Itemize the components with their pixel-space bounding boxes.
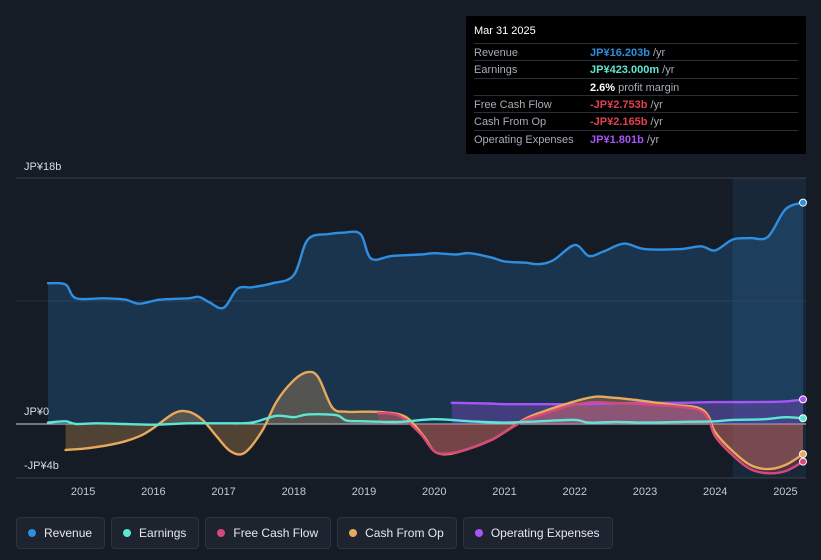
revenue-area — [48, 202, 803, 424]
legend-label: Earnings — [139, 526, 187, 540]
legend-item-earnings[interactable]: Earnings — [111, 517, 200, 549]
tooltip-row: 2.6% profit margin — [474, 77, 798, 96]
x-tick-label: 2025 — [773, 486, 797, 498]
x-tick-label: 2019 — [352, 486, 376, 498]
legend-item-revenue[interactable]: Revenue — [16, 517, 106, 549]
y-tick-label: JP¥0 — [24, 406, 49, 418]
revenue-line — [46, 201, 805, 310]
tooltip-date: Mar 31 2025 — [474, 25, 536, 37]
tooltip-row-value: JP¥1.801b /yr — [590, 133, 660, 146]
operating-expenses-end-marker — [799, 395, 807, 404]
tooltip-row-label: Revenue — [474, 47, 519, 59]
free-cash-flow-line — [376, 400, 805, 475]
series-end-markers — [799, 198, 807, 466]
tooltip-row-label: Free Cash Flow — [474, 98, 552, 111]
tooltip-row: Revenue JP¥16.203b /yr — [474, 43, 798, 61]
tooltip-row: Cash From Op -JP¥2.165b /yr — [474, 112, 798, 130]
legend-dot-icon — [349, 529, 358, 537]
x-tick-label: 2016 — [141, 486, 165, 498]
tooltip-row-label: Operating Expenses — [474, 133, 574, 146]
operating-expenses-area — [451, 399, 803, 424]
cash-from-op-area — [65, 371, 804, 470]
y-tick-labels: JP¥18b JP¥0 -JP¥4b — [24, 161, 61, 472]
legend-dot-icon — [28, 529, 36, 537]
legend-dot-icon — [474, 529, 483, 537]
tooltip: Mar 31 2025 Revenue JP¥16.203b /yr Earning… — [466, 16, 806, 154]
tooltip-row-value: JP¥423.000m /yr — [590, 64, 675, 77]
tooltip-row: Earnings JP¥423.000m /yr — [474, 60, 798, 78]
x-tick-label: 2021 — [492, 486, 516, 498]
legend: Revenue Earnings Free Cash Flow Cash From O… — [16, 517, 613, 549]
legend-label: Cash From Op — [365, 526, 444, 540]
earnings-end-marker — [799, 414, 807, 423]
tooltip-row-value: -JP¥2.165b /yr — [590, 116, 663, 129]
x-tick-label: 2023 — [633, 486, 657, 498]
cash-from-op-end-marker — [799, 450, 807, 459]
x-tick-label: 2022 — [563, 486, 587, 498]
legend-item-operating-expenses[interactable]: Operating Expenses — [462, 517, 613, 549]
legend-item-free-cash-flow[interactable]: Free Cash Flow — [205, 517, 332, 549]
y-tick-label: JP¥18b — [24, 161, 61, 173]
free-cash-flow-end-marker — [799, 457, 807, 466]
series-areas — [48, 202, 804, 474]
tooltip-row: Free Cash Flow -JP¥2.753b /yr — [474, 94, 798, 113]
forecast-shade — [732, 178, 806, 478]
legend-item-cash-from-op[interactable]: Cash From Op — [337, 517, 457, 549]
tooltip-row-value: 2.6% profit margin — [590, 81, 680, 94]
x-tick-labels: 2015 2016 2017 2018 2019 2020 2021 2022 2023 2024… — [71, 486, 798, 498]
y-tick-label: -JP¥4b — [24, 460, 59, 472]
revenue-end-marker — [799, 198, 807, 207]
legend-dot-icon — [123, 529, 132, 537]
earnings-line — [46, 413, 805, 426]
x-tick-label: 2020 — [422, 486, 446, 498]
x-tick-label: 2017 — [211, 486, 235, 498]
legend-label: Operating Expenses — [490, 526, 600, 540]
legend-label: Revenue — [44, 526, 93, 540]
legend-label: Free Cash Flow — [233, 526, 319, 540]
tooltip-row: Operating Expenses JP¥1.801b /yr — [474, 129, 798, 148]
x-tick-label: 2024 — [703, 486, 727, 498]
free-cash-flow-area — [378, 402, 803, 474]
series-lines — [46, 201, 805, 475]
x-tick-label: 2015 — [71, 486, 95, 498]
legend-dot-icon — [217, 529, 226, 537]
x-tick-label: 2018 — [282, 486, 306, 498]
tooltip-row-label: Earnings — [474, 64, 518, 77]
tooltip-row-value: -JP¥2.753b /yr — [590, 98, 663, 111]
tooltip-row-label: Cash From Op — [474, 116, 547, 129]
tooltip-row-value: JP¥16.203b /yr — [590, 47, 666, 59]
